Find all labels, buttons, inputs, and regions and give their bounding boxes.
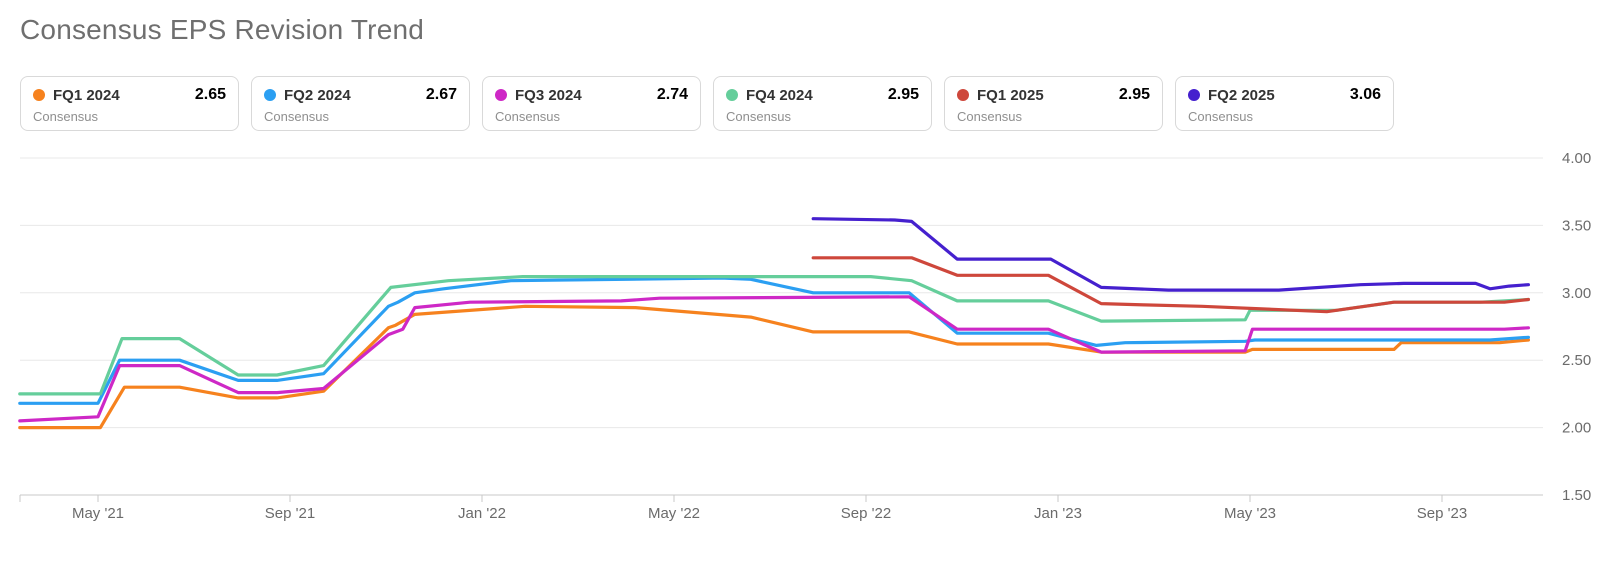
y-axis-label: 3.50	[1562, 217, 1591, 234]
x-axis-label: Jan '22	[458, 505, 506, 522]
x-axis-label: May '23	[1224, 505, 1276, 522]
legend-sublabel: Consensus	[726, 109, 792, 124]
legend-card-fq3-2024[interactable]: FQ3 2024 2.74 Consensus	[482, 76, 701, 131]
series-color-dot-icon	[33, 89, 45, 101]
legend-value: 2.65	[194, 86, 226, 103]
legend-card-row: FQ4 2024 2.95	[726, 85, 919, 105]
legend-value: 2.95	[1118, 86, 1150, 103]
legend-sublabel: Consensus	[495, 109, 561, 124]
series-line-fq2-2025[interactable]	[811, 217, 1531, 292]
legend-card-row: FQ2 2024 2.67	[264, 85, 457, 105]
y-axis-label: 3.00	[1562, 285, 1591, 302]
legend-label: FQ2 2024	[284, 86, 351, 104]
series-color-dot-icon	[264, 89, 276, 101]
legend-label: FQ1 2025	[977, 86, 1044, 104]
series-color-dot-icon	[957, 89, 969, 101]
legend-card-row: FQ2 2025 3.06	[1188, 85, 1381, 105]
x-axis-label: Jan '23	[1034, 505, 1082, 522]
x-axis-label: Sep '22	[841, 505, 891, 522]
legend-card-fq2-2024[interactable]: FQ2 2024 2.67 Consensus	[251, 76, 470, 131]
series-color-dot-icon	[726, 89, 738, 101]
series-color-dot-icon	[1188, 89, 1200, 101]
legend-card-row: FQ1 2025 2.95	[957, 85, 1150, 105]
legend-card-fq4-2024[interactable]: FQ4 2024 2.95 Consensus	[713, 76, 932, 131]
legend-label: FQ1 2024	[53, 86, 120, 104]
x-axis-label: Sep '23	[1417, 505, 1467, 522]
legend-value: 2.74	[656, 86, 688, 103]
legend-label: FQ3 2024	[515, 86, 582, 104]
series-line-fq1-2025[interactable]	[811, 256, 1531, 314]
series-line-fq1-2024[interactable]	[18, 304, 1531, 430]
legend-value: 3.06	[1349, 86, 1381, 103]
legend-card-row: FQ1 2024 2.65	[33, 85, 226, 105]
x-axis-label: May '21	[72, 505, 124, 522]
series-line-fq2-2024[interactable]	[18, 276, 1531, 405]
legend-label: FQ2 2025	[1208, 86, 1275, 104]
legend-sublabel: Consensus	[1188, 109, 1254, 124]
legend-row: FQ1 2024 2.65 Consensus FQ2 2024 2.67 Consens…	[20, 76, 1394, 131]
x-axis-label: May '22	[648, 505, 700, 522]
legend-value: 2.95	[887, 86, 919, 103]
legend-sublabel: Consensus	[33, 109, 99, 124]
y-axis-label: 1.50	[1562, 487, 1591, 504]
y-axis-label: 2.50	[1562, 352, 1591, 369]
series-line-fq4-2024[interactable]	[18, 275, 1531, 396]
legend-card-fq2-2025[interactable]: FQ2 2025 3.06 Consensus	[1175, 76, 1394, 131]
legend-label: FQ4 2024	[746, 86, 813, 104]
chart-title: Consensus EPS Revision Trend	[20, 14, 425, 45]
series-line-fq3-2024[interactable]	[18, 295, 1531, 423]
series-color-dot-icon	[495, 89, 507, 101]
y-axis-label: 4.00	[1562, 150, 1591, 167]
legend-value: 2.67	[425, 86, 457, 103]
y-axis-label: 2.00	[1562, 420, 1591, 437]
legend-card-row: FQ3 2024 2.74	[495, 85, 688, 105]
legend-sublabel: Consensus	[264, 109, 330, 124]
legend-card-fq1-2024[interactable]: FQ1 2024 2.65 Consensus	[20, 76, 239, 131]
x-axis-label: Sep '21	[265, 505, 315, 522]
legend-card-fq1-2025[interactable]: FQ1 2025 2.95 Consensus	[944, 76, 1163, 131]
legend-sublabel: Consensus	[957, 109, 1023, 124]
